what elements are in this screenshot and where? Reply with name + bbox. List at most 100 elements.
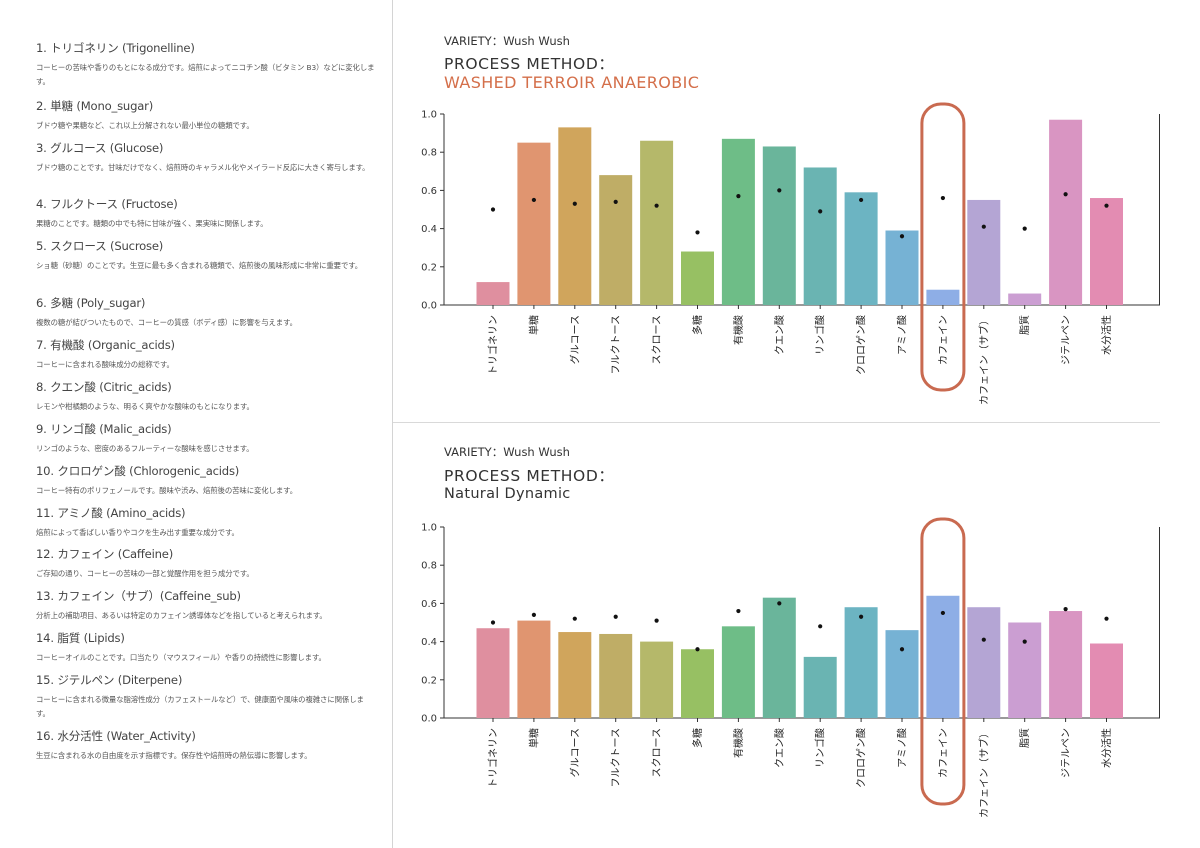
chart-section-natural: VARIETY：Wush Wush PROCESS METHOD： Natura… <box>393 423 1160 848</box>
x-tick-label: トリゴネリン <box>487 728 500 788</box>
variety-label: VARIETY：Wush Wush <box>444 445 570 459</box>
dot-9 <box>859 614 864 619</box>
bar-13 <box>1008 622 1042 718</box>
glossary-desc: 果糖のことです。糖類の中でも特に甘味が強く、果実味に関係します。 <box>36 219 268 228</box>
bar-8 <box>803 167 837 305</box>
glossary-item: 7. 有機酸 (Organic_acids) コーヒーに含まれる酸味成分の総称で… <box>36 337 376 372</box>
dot-11 <box>940 610 946 616</box>
bar-7 <box>762 146 796 305</box>
glossary-title: 15. ジテルペン (Diterpene) <box>36 673 183 687</box>
y-tick-label: 0.0 <box>421 301 437 312</box>
x-tick-label: 多糖 <box>691 315 704 335</box>
bar-12 <box>967 199 1001 305</box>
bar-14 <box>1049 611 1083 718</box>
x-tick-label: カフェイン（サブ） <box>977 728 990 818</box>
bar-10 <box>885 630 919 718</box>
process-method-label: PROCESS METHOD： <box>444 467 615 485</box>
glossary-item: 5. スクロース (Sucrose) ショ糖（砂糖）のことです。生豆に最も多く含… <box>36 238 376 273</box>
highlight-ring <box>920 102 966 392</box>
glossary-panel: 1. トリゴネリン (Trigonelline) コーヒーの苦味や香りのもとにな… <box>0 0 392 848</box>
glossary-desc: レモンや柑橘類のような、明るく爽やかな酸味のもとになります。 <box>36 402 254 411</box>
bar-6 <box>721 626 755 718</box>
x-tick-label: 脂質 <box>1018 728 1031 748</box>
y-tick-label: 0.4 <box>421 637 437 648</box>
x-tick-label: 単糖 <box>527 315 540 335</box>
glossary-desc: ブドウ糖のことです。甘味だけでなく、焙煎時のキャラメル化やメイラード反応に大きく… <box>36 163 370 172</box>
bar-8 <box>803 656 837 718</box>
x-tick-label: スクロース <box>651 728 663 778</box>
dot-14 <box>1063 192 1068 197</box>
glossary-desc: 分析上の補助項目、あるいは特定のカフェイン誘導体などを指していると考えられます。 <box>36 611 327 620</box>
glossary-item: 16. 水分活性 (Water_Activity) 生豆に含まれる水の自由度を示… <box>36 728 376 763</box>
bar-7 <box>762 597 796 718</box>
bar-3 <box>599 175 633 305</box>
dot-7 <box>777 601 782 606</box>
bar-14 <box>1049 119 1083 305</box>
bar-10 <box>885 230 919 305</box>
x-tick-label: フルクトース <box>610 315 622 375</box>
glossary-title: 8. クエン酸 (Citric_acids) <box>36 380 172 394</box>
glossary-desc: コーヒーオイルのことです。口当たり（マウスフィール）や香りの持続性に影響します。 <box>36 653 326 662</box>
dot-7 <box>777 188 782 193</box>
x-tick-label: クロロゲン酸 <box>855 728 868 788</box>
x-tick-label: アミノ酸 <box>896 315 909 355</box>
x-tick-label: グルコース <box>568 315 581 364</box>
glossary-title: 2. 単糖 (Mono_sugar) <box>36 99 154 113</box>
glossary-desc: コーヒーの苦味や香りのもとになる成分です。焙煎によってニコチン酸（ビタミン B3… <box>36 63 375 86</box>
dot-2 <box>572 616 577 621</box>
y-tick-label: 0.2 <box>421 262 437 273</box>
dot-10 <box>899 234 905 239</box>
dot-5 <box>695 230 700 235</box>
highlight-ring <box>920 517 966 806</box>
glossary-title: 4. フルクトース (Fructose) <box>36 197 178 211</box>
glossary-desc: ブドウ糖や果糖など、これ以上分解されない最小単位の糖類です。 <box>36 121 254 130</box>
glossary-title: 3. グルコース (Glucose) <box>36 141 164 155</box>
bar-6 <box>721 138 755 305</box>
process-method-value: Natural Dynamic <box>444 486 571 502</box>
glossary-desc: コーヒーに含まれる微量な脂溶性成分（カフェストールなど）で、健康面や風味の複雑さ… <box>36 695 364 718</box>
bar-0 <box>476 282 510 305</box>
bar-11 <box>926 595 960 718</box>
bar-15 <box>1090 198 1123 305</box>
glossary-item: 4. フルクトース (Fructose) 果糖のことです。糖類の中でも特に甘味が… <box>36 196 376 231</box>
bar-4 <box>640 140 674 305</box>
glossary-item: 13. カフェイン（サブ）(Caffeine_sub) 分析上の補助項目、あるい… <box>36 588 376 623</box>
x-tick-label: カフェイン <box>937 315 949 365</box>
bar-5 <box>681 649 714 718</box>
dot-8 <box>818 209 823 214</box>
y-tick-label: 0.2 <box>421 675 437 686</box>
glossary-item: 3. グルコース (Glucose) ブドウ糖のことです。甘味だけでなく、焙煎時… <box>36 140 376 175</box>
dot-4 <box>654 618 659 623</box>
dot-12 <box>981 224 986 229</box>
bar-5 <box>681 251 714 305</box>
dot-9 <box>859 197 864 203</box>
y-tick-label: 0.4 <box>421 224 437 235</box>
glossary-item: 15. ジテルペン (Diterpene) コーヒーに含まれる微量な脂溶性成分（… <box>36 672 376 721</box>
glossary-item: 14. 脂質 (Lipids) コーヒーオイルのことです。口当たり（マウスフィー… <box>36 630 376 665</box>
bar-15 <box>1090 643 1123 718</box>
glossary-item: 9. リンゴ酸 (Malic_acids) リンゴのような、密度のあるフルーティ… <box>36 421 376 456</box>
dot-15 <box>1104 203 1109 208</box>
bar-chart-washed: 0.0 0.2 0.4 0.6 0.8 1.0 トリゴネリン 単糖 グルコース フルクトース スクロ… <box>421 102 1160 405</box>
dot-10 <box>899 647 905 652</box>
vertical-divider <box>392 0 393 848</box>
dot-6 <box>736 194 741 199</box>
bar-9 <box>844 192 878 305</box>
x-tick-label: フルクトース <box>610 728 622 788</box>
y-tick-label: 0.0 <box>421 714 437 725</box>
dot-4 <box>654 203 659 208</box>
horizontal-divider <box>393 422 1160 423</box>
dot-11 <box>940 195 946 201</box>
bar-1 <box>517 142 551 305</box>
dot-1 <box>531 612 536 617</box>
bar-2 <box>558 632 592 718</box>
glossary-item: 1. トリゴネリン (Trigonelline) コーヒーの苦味や香りのもとにな… <box>36 40 376 89</box>
x-tick-label: カフェイン（サブ） <box>977 315 990 405</box>
x-tick-label: クエン酸 <box>773 728 786 768</box>
dot-2 <box>572 201 577 206</box>
glossary-desc: コーヒーに含まれる酸味成分の総称です。 <box>36 360 174 369</box>
bar-12 <box>967 607 1001 718</box>
y-tick-label: 1.0 <box>421 110 437 121</box>
glossary-item: 12. カフェイン (Caffeine) ご存知の通り、コーヒーの苦味の一部と覚… <box>36 546 376 581</box>
glossary-title: 1. トリゴネリン (Trigonelline) <box>36 41 195 55</box>
